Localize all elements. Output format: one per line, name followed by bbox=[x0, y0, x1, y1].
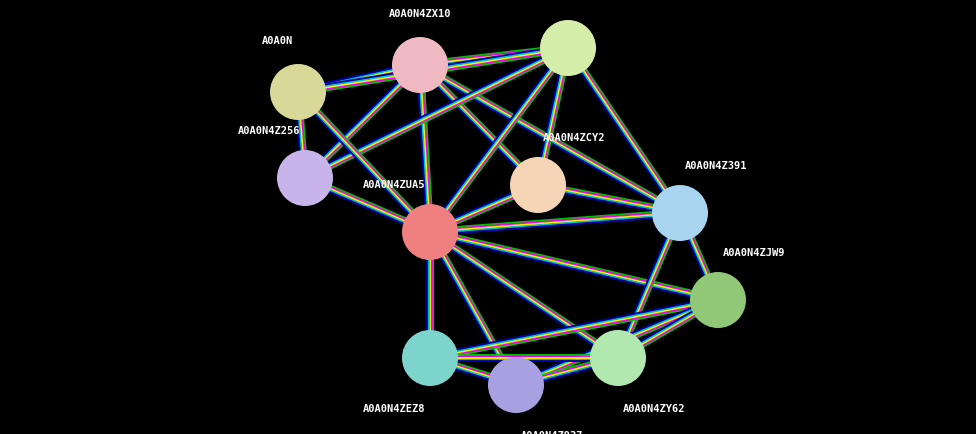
Text: A0A0N4Z937: A0A0N4Z937 bbox=[521, 431, 584, 434]
Circle shape bbox=[277, 150, 333, 206]
Text: A0A0N4ZX10: A0A0N4ZX10 bbox=[388, 9, 451, 19]
Text: A0A0N4ZUA5: A0A0N4ZUA5 bbox=[362, 180, 425, 190]
Circle shape bbox=[270, 64, 326, 120]
Circle shape bbox=[540, 20, 596, 76]
Circle shape bbox=[590, 330, 646, 386]
Text: A0A0N4ZCY2: A0A0N4ZCY2 bbox=[543, 133, 605, 143]
Text: A0A0N4Z391: A0A0N4Z391 bbox=[685, 161, 748, 171]
Text: A0A0N4Z1U8: A0A0N4Z1U8 bbox=[573, 0, 635, 2]
Text: A0A0N4ZJW9: A0A0N4ZJW9 bbox=[723, 248, 786, 258]
Text: A0A0N4ZEZ8: A0A0N4ZEZ8 bbox=[362, 404, 425, 414]
Text: A0A0N4Z256: A0A0N4Z256 bbox=[237, 126, 300, 136]
Text: A0A0N4ZY62: A0A0N4ZY62 bbox=[623, 404, 685, 414]
Circle shape bbox=[402, 330, 458, 386]
Circle shape bbox=[488, 357, 544, 413]
Circle shape bbox=[690, 272, 746, 328]
Circle shape bbox=[392, 37, 448, 93]
Circle shape bbox=[402, 204, 458, 260]
Text: A0A0N: A0A0N bbox=[262, 36, 293, 46]
Circle shape bbox=[652, 185, 708, 241]
Circle shape bbox=[510, 157, 566, 213]
